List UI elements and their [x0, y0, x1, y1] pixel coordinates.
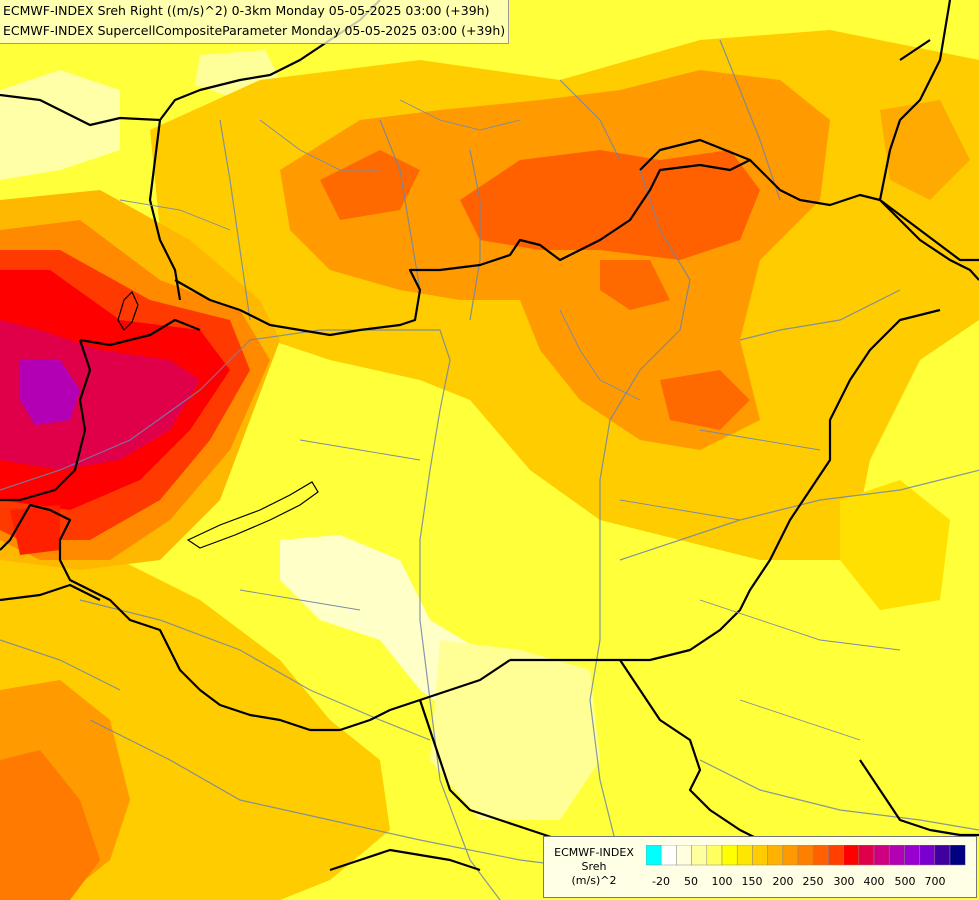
legend-swatch	[934, 845, 951, 866]
legend-title: ECMWF-INDEX Sreh (m/s)^2	[549, 846, 639, 888]
legend-label: 250	[802, 875, 824, 888]
redorange-spot-north-c	[600, 260, 670, 310]
border-croatia-serbia	[418, 699, 561, 842]
legend-swatch	[888, 845, 905, 866]
legend-label: 500	[894, 875, 916, 888]
pale-region-northwest	[0, 70, 120, 180]
map-title-box: ECMWF-INDEX Sreh Right ((m/s)^2) 0-3km M…	[0, 0, 510, 44]
region-line-f	[299, 439, 421, 461]
pale-region-south	[430, 640, 600, 820]
legend-swatch	[949, 845, 966, 866]
border-se-east	[859, 759, 979, 837]
lakes	[117, 290, 319, 549]
region-line-e	[619, 499, 741, 521]
border-ua-ro	[639, 138, 751, 171]
country-borders	[0, 0, 979, 872]
region-line-g	[239, 589, 361, 611]
region-line-h	[119, 199, 231, 231]
river-mures	[619, 469, 979, 561]
border-at-hu-lower	[79, 318, 201, 347]
river-hron	[469, 149, 481, 321]
legend-label: 300	[833, 875, 855, 888]
border-ro-north	[878, 0, 952, 201]
gold-spot-east	[840, 480, 950, 610]
border-north-east	[879, 199, 979, 262]
legend-swatch	[858, 845, 875, 866]
legend-label: 700	[924, 875, 946, 888]
river-morava	[219, 119, 251, 321]
legend-label: 200	[772, 875, 794, 888]
legend-label: -20	[652, 875, 670, 888]
region-line-i	[699, 599, 901, 651]
legend-swatch	[873, 845, 890, 866]
region-line-b	[399, 99, 521, 131]
redorange-region-southwest	[0, 750, 100, 900]
legend-swatch	[646, 845, 662, 866]
border-ro-ua-east	[899, 39, 931, 61]
legend-swatch	[797, 845, 814, 866]
river-somes	[739, 289, 901, 341]
lake-balaton	[186, 481, 319, 549]
border-hu-east	[510, 308, 941, 662]
region-line-d	[699, 429, 821, 451]
river-north-a	[559, 79, 621, 161]
legend-swatch	[828, 845, 844, 866]
river-drava	[79, 599, 431, 741]
legend-swatch	[706, 845, 723, 866]
legend-swatch	[676, 845, 692, 866]
border-bosnia-croatia	[0, 583, 101, 602]
rivers	[0, 39, 979, 900]
legend-title-model: ECMWF-INDEX	[554, 846, 634, 859]
legend-labels: -20 50 100 150 200 250 300 400 500 700	[646, 875, 966, 889]
river-danube	[0, 329, 501, 900]
border-at-hu	[174, 158, 979, 337]
orange-spot-east	[880, 100, 970, 200]
legend-swatch	[691, 845, 708, 866]
river-vah	[379, 119, 421, 291]
legend-label: 150	[741, 875, 763, 888]
purple-core-west	[20, 360, 80, 425]
river-tisza	[589, 169, 691, 861]
river-west-a	[0, 639, 121, 691]
legend-swatch	[736, 845, 753, 866]
border-cz-sk	[148, 119, 182, 301]
redorange-region-north-b	[460, 150, 760, 260]
map-title-line1: ECMWF-INDEX Sreh Right ((m/s)^2) 0-3km M…	[3, 3, 490, 18]
color-legend: ECMWF-INDEX Sreh (m/s)^2 -20 50 100 150 200 2…	[543, 836, 977, 898]
legend-swatch	[812, 845, 829, 866]
color-field	[0, 30, 979, 900]
redorange-spot-east	[660, 370, 750, 430]
border-serbia-ro	[619, 659, 761, 841]
legend-color-scale	[646, 845, 966, 866]
river-east-south	[699, 759, 979, 831]
lake-neusiedl	[117, 290, 139, 331]
legend-title-parameter: Sreh	[581, 860, 607, 873]
river-sava	[89, 719, 601, 871]
legend-swatch	[660, 845, 677, 866]
legend-swatch	[919, 845, 936, 866]
regional-borders	[119, 99, 901, 741]
legend-swatch	[721, 845, 738, 866]
magenta-core-west	[0, 320, 200, 470]
legend-swatch	[904, 845, 920, 866]
legend-swatch	[782, 845, 799, 866]
legend-swatch	[752, 845, 768, 866]
border-hu-south	[0, 503, 511, 732]
river-north-b	[719, 39, 781, 201]
map-title-line2: ECMWF-INDEX SupercellCompositeParameter …	[3, 23, 506, 38]
border-at-si-west	[0, 339, 92, 502]
legend-label: 100	[711, 875, 733, 888]
legend-swatch	[767, 845, 784, 866]
legend-label: 400	[863, 875, 885, 888]
legend-label: 50	[684, 875, 698, 888]
region-line-j	[739, 699, 861, 741]
border-south-mid	[329, 848, 481, 872]
legend-title-unit: (m/s)^2	[571, 874, 617, 887]
legend-swatch	[843, 845, 860, 866]
region-line-c	[559, 309, 641, 401]
region-line-a	[259, 119, 380, 171]
redorange-region-north-a	[320, 150, 420, 220]
